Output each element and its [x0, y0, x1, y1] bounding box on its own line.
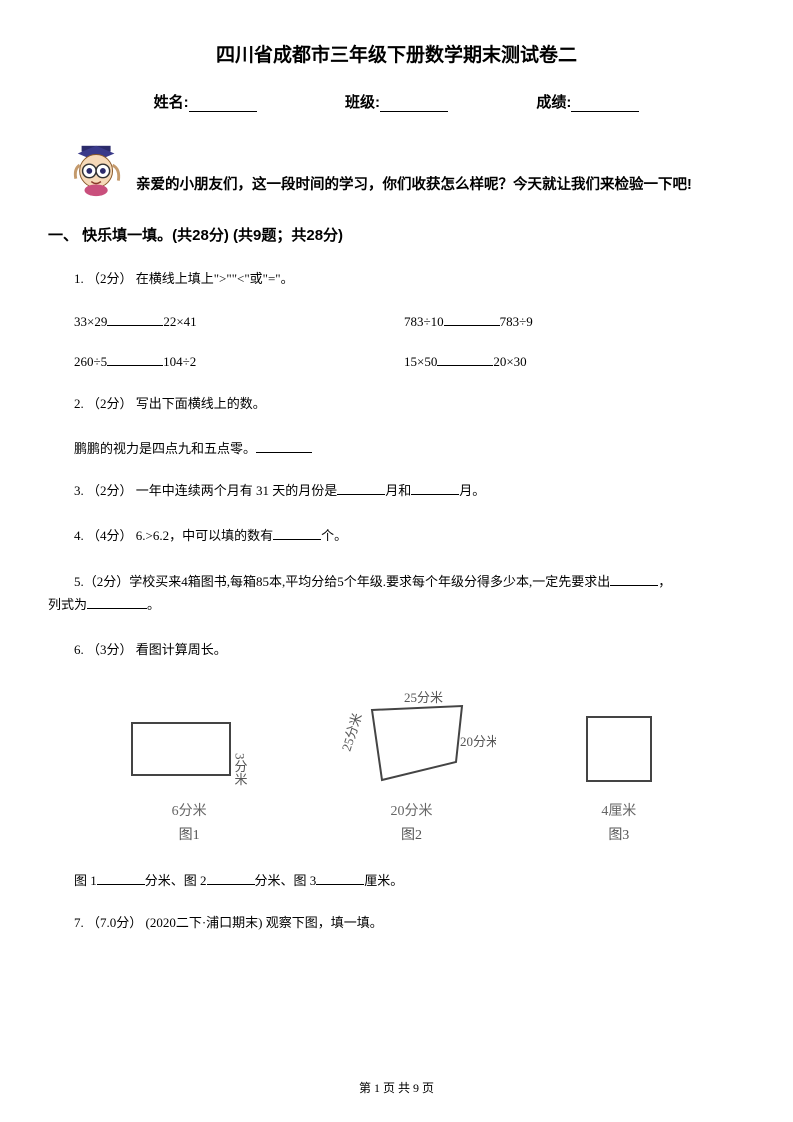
q5-line2b: 。: [147, 597, 160, 612]
q6-ans-a: 图 1: [74, 873, 97, 888]
student-info-row: 姓名: 班级: 成绩:: [48, 91, 745, 112]
q6-blank1[interactable]: [97, 871, 145, 885]
fig2-top-label: 25分米: [404, 690, 443, 705]
fig3-svg: [569, 705, 669, 800]
q5-line1a: 5.（2分）学校买来4箱图书,每箱85本,平均分给5个年级.要求每个年级分得多少…: [48, 574, 610, 589]
fig1-w-label: 6分米: [172, 800, 207, 820]
fig1-caption: 图1: [179, 824, 200, 844]
q3-a: 3. （2分） 一年中连续两个月有 31 天的月份是: [74, 483, 337, 498]
q5-line1b: ，: [658, 574, 671, 589]
fig2-bottom-label: 20分米: [390, 800, 432, 820]
q1c-right: 104÷2: [163, 354, 196, 369]
q6-ans-c: 分米、图 3: [255, 873, 317, 888]
q6-blank3[interactable]: [316, 871, 364, 885]
q3-c: 月。: [459, 483, 485, 498]
q6-answer-line: 图 1 分米、图 2 分米、图 3 厘米。: [48, 870, 745, 889]
section-1-header: 一、 快乐填一填。(共28分) (共9题；共28分): [48, 224, 745, 245]
q1a-right: 22×41: [163, 314, 196, 329]
score-label: 成绩:: [536, 94, 571, 111]
q6-stem: 6. （3分） 看图计算周长。: [48, 638, 745, 661]
fig3-side-label: 4厘米: [601, 800, 636, 820]
q1d-left: 15×50: [404, 354, 437, 369]
q2-blank[interactable]: [256, 439, 312, 453]
q3-blank2[interactable]: [411, 481, 459, 495]
q1-row1: 33×29 22×41 783÷10 783÷9: [48, 312, 745, 330]
q3: 3. （2分） 一年中连续两个月有 31 天的月份是 月和 月。: [48, 479, 745, 502]
q2-body-text: 鹏鹏的视力是四点九和五点零。: [74, 441, 256, 456]
q2-body: 鹏鹏的视力是四点九和五点零。: [48, 438, 745, 457]
greeting-text: 亲爱的小朋友们，这一段时间的学习，你们收获怎么样呢？今天就让我们来检验一下吧!: [136, 173, 692, 198]
q5: 5.（2分）学校买来4箱图书,每箱85本,平均分给5个年级.要求每个年级分得多少…: [48, 570, 745, 617]
q6-ans-d: 厘米。: [364, 873, 403, 888]
q1c-left: 260÷5: [74, 354, 107, 369]
q1b-blank[interactable]: [444, 312, 500, 326]
q4: 4. （4分） 6.>6.2，中可以填的数有 个。: [48, 524, 745, 547]
q4-a: 4. （4分） 6.>6.2，中可以填的数有: [74, 528, 273, 543]
name-label: 姓名:: [154, 94, 189, 111]
fig3-block: 4厘米 图3: [569, 705, 669, 844]
fig2-right-label: 20分米: [460, 734, 496, 749]
q6-blank2[interactable]: [207, 871, 255, 885]
q6-figures: 3分米 6分米 图1 25分米 25分米 20分米 20分米 图2 4厘米 图3: [48, 680, 745, 850]
q5-blank1[interactable]: [610, 572, 658, 586]
page-title: 四川省成都市三年级下册数学期末测试卷二: [48, 40, 745, 67]
page-footer: 第 1 页 共 9 页: [0, 1079, 793, 1096]
q1c-blank[interactable]: [107, 352, 163, 366]
q1a-blank[interactable]: [107, 312, 163, 326]
q1-row2: 260÷5 104÷2 15×50 20×30: [48, 352, 745, 370]
q1b-right: 783÷9: [500, 314, 533, 329]
q1b-left: 783÷10: [404, 314, 444, 329]
greeting-row: 亲爱的小朋友们，这一段时间的学习，你们收获怎么样呢？今天就让我们来检验一下吧!: [48, 140, 745, 198]
mascot-icon: [70, 140, 128, 198]
fig2-caption: 图2: [401, 824, 422, 844]
q4-b: 个。: [321, 528, 347, 543]
fig1-block: 3分米 6分米 图1: [124, 705, 254, 844]
class-blank[interactable]: [380, 96, 448, 112]
q1-stem: 1. （2分） 在横线上填上">""<"或"="。: [48, 267, 745, 290]
fig1-svg: 3分米: [124, 705, 254, 800]
fig1-h-label: 3分米: [233, 753, 248, 786]
q3-blank1[interactable]: [337, 481, 385, 495]
score-blank[interactable]: [571, 96, 639, 112]
class-label: 班级:: [345, 94, 380, 111]
q1a-left: 33×29: [74, 314, 107, 329]
q5-line2a: 列式为: [48, 597, 87, 612]
q6-ans-b: 分米、图 2: [145, 873, 207, 888]
q5-blank2[interactable]: [87, 595, 147, 609]
q7-stem: 7. （7.0分） (2020二下·浦口期末) 观察下图，填一填。: [48, 911, 745, 934]
q1d-right: 20×30: [493, 354, 526, 369]
q3-b: 月和: [385, 483, 411, 498]
fig3-caption: 图3: [608, 824, 629, 844]
fig2-block: 25分米 25分米 20分米 20分米 图2: [326, 690, 496, 844]
fig2-left-label: 25分米: [339, 711, 365, 753]
q1d-blank[interactable]: [437, 352, 493, 366]
q4-blank[interactable]: [273, 526, 321, 540]
name-blank[interactable]: [189, 96, 257, 112]
fig2-svg: 25分米 25分米 20分米: [326, 690, 496, 800]
q2-stem: 2. （2分） 写出下面横线上的数。: [48, 392, 745, 415]
